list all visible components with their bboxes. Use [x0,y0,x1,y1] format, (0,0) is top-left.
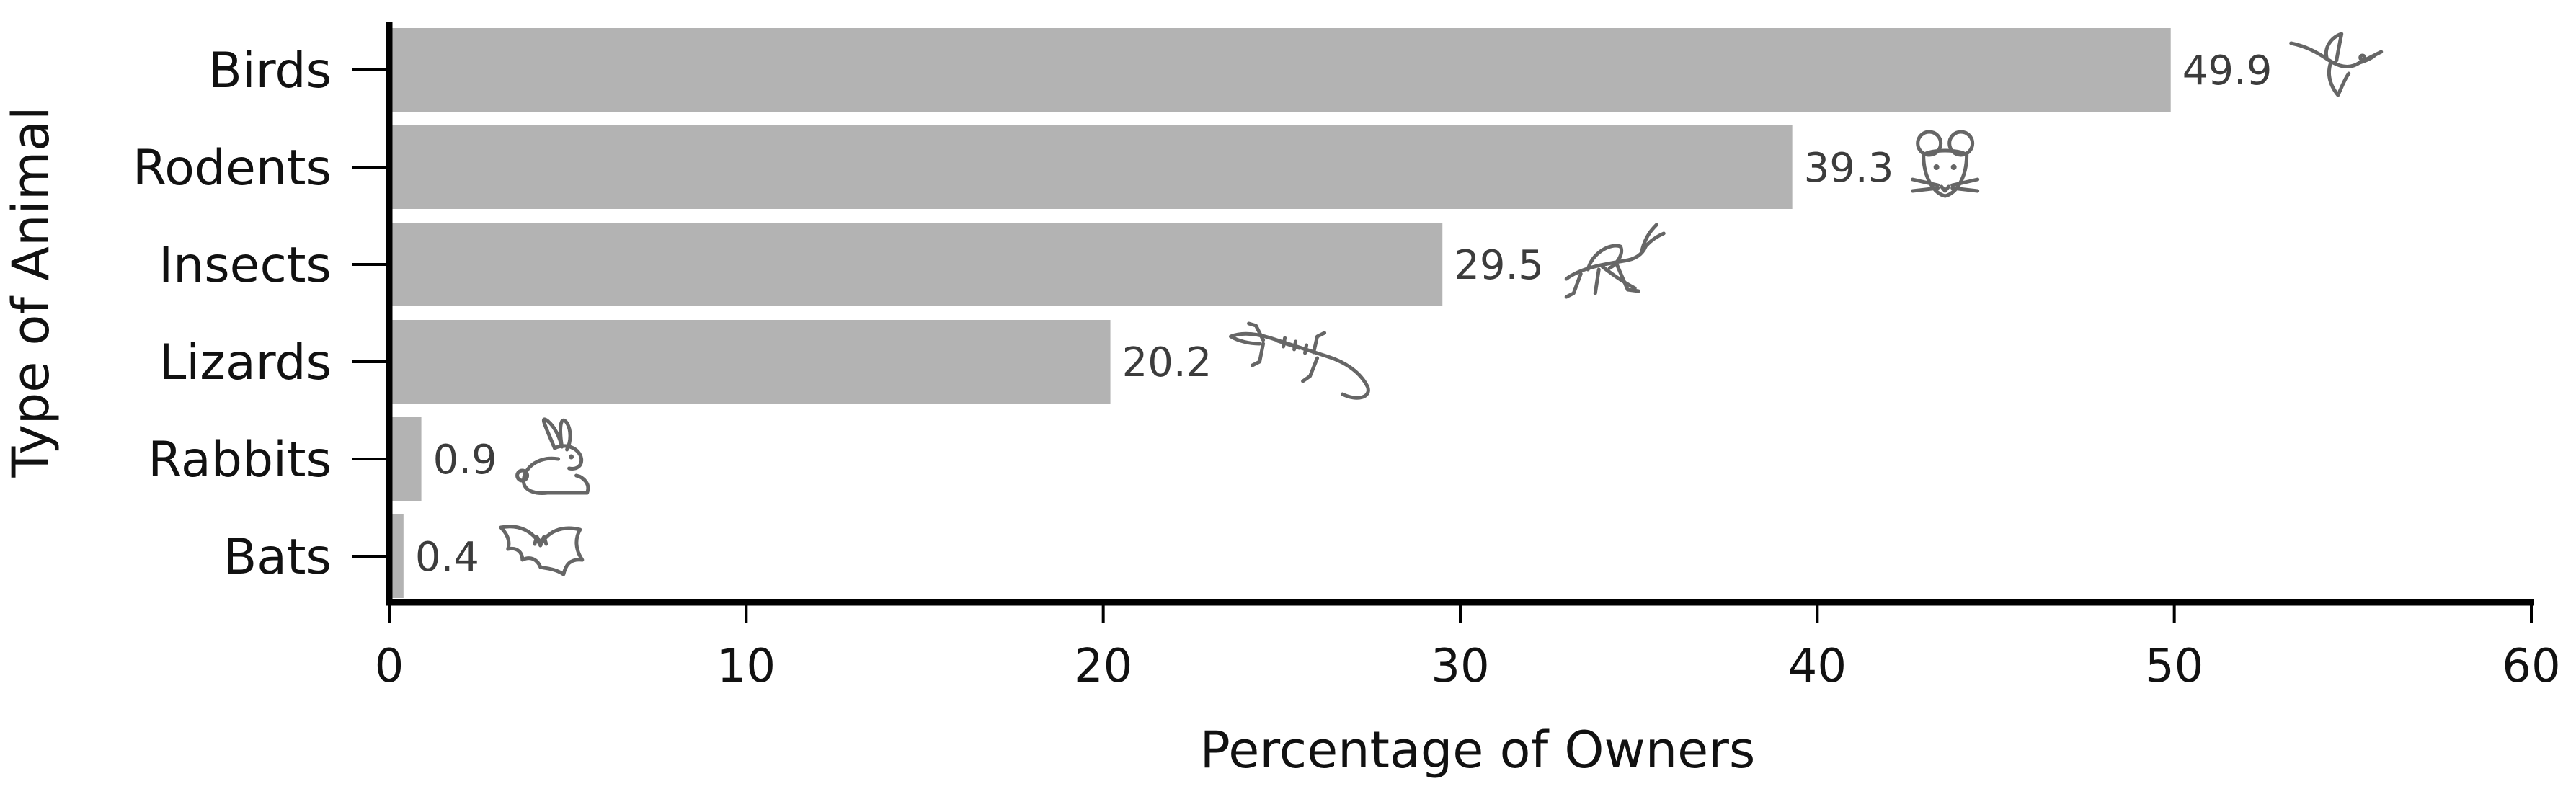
category-label-lizards: Lizards [159,334,332,391]
category-label-bats: Bats [223,529,332,586]
x-axis-title: Percentage of Owners [1200,721,1756,780]
bars-layer [389,28,2171,598]
category-label-insects: Insects [159,237,332,294]
x-tick-label: 10 [717,640,776,693]
value-label-birds: 49.9 [2182,48,2273,94]
grasshopper-icon [1564,223,1666,299]
category-label-rabbits: Rabbits [148,432,332,489]
value-label-rabbits: 0.9 [433,437,497,483]
bar-bats [389,514,404,598]
x-tick-label: 40 [1788,640,1847,693]
hummingbird-icon [2289,32,2384,97]
value-label-insects: 29.5 [1454,242,1544,289]
value-label-bats: 0.4 [415,534,479,581]
x-tick-label: 50 [2145,640,2203,693]
axes-layer: Birds Rodents Insects Lizards Rabbits Bats 0 10… [133,22,2561,693]
x-tick-label: 0 [375,640,404,693]
category-label-birds: Birds [208,43,332,99]
y-axis-title: Type of Animal [1,107,61,478]
x-tick-label: 20 [1074,640,1132,693]
value-labels-layer: 49.9 39.3 29.5 20.2 0.9 0.4 [415,48,2273,581]
mouse-icon [1911,130,1980,198]
bar-birds [389,28,2171,112]
category-label-rodents: Rodents [133,140,332,197]
bar-rodents [389,125,1793,209]
bat-icon [499,525,585,576]
value-label-rodents: 39.3 [1804,145,1894,192]
bar-rabbits [389,417,422,501]
bar-lizards [389,320,1111,404]
lizard-icon [1229,321,1370,400]
value-label-lizards: 20.2 [1122,339,1212,386]
x-tick-label: 30 [1431,640,1489,693]
bar-insects [389,223,1443,306]
icons-layer [499,32,2384,576]
rabbit-icon [515,417,590,495]
x-tick-label: 60 [2502,640,2560,693]
